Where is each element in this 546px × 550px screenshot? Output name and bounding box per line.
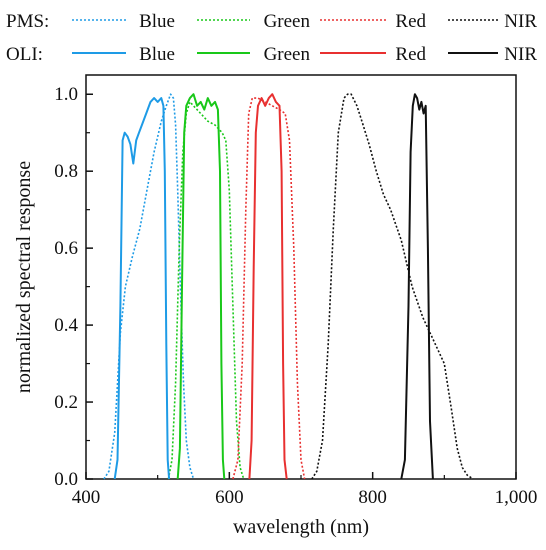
y-tick-label: 0.0	[54, 469, 78, 490]
legend-band-label: NIR	[504, 44, 537, 65]
x-tick-label: 400	[72, 487, 101, 508]
legend-group-label: OLI:	[6, 44, 43, 65]
legend: PMS: Blue Green Red NIR OLI: Blue Green Red NIR	[6, 11, 537, 65]
y-axis-ticks: 0.0 0.2 0.4 0.6 0.8 1.0	[54, 84, 93, 490]
x-tick-label: 1,000	[495, 487, 538, 508]
oli-red-curve	[248, 93, 288, 480]
legend-band-label: Green	[264, 11, 311, 32]
oli-blue-curve	[113, 97, 171, 480]
y-tick-label: 0.4	[54, 315, 78, 336]
y-tick-label: 0.6	[54, 238, 78, 259]
plot-area: 400 600 800 1,000 0.0 0.2 0.4 0.6 0.8 1.0	[54, 74, 538, 508]
y-axis-label: normalized spectral response	[13, 161, 35, 393]
legend-band-label: Green	[264, 44, 311, 65]
oli-nir-curve	[400, 93, 434, 480]
curves	[103, 93, 474, 480]
x-tick-label: 600	[215, 487, 244, 508]
y-tick-label: 0.8	[54, 161, 78, 182]
x-tick-label: 800	[358, 487, 387, 508]
x-axis-ticks: 400 600 800 1,000	[72, 472, 538, 508]
legend-band-label: Blue	[139, 11, 175, 32]
oli-green-curve	[176, 93, 226, 480]
pms-nir-curve	[311, 93, 474, 480]
legend-band-label: NIR	[504, 11, 537, 32]
legend-band-label: Red	[395, 44, 426, 65]
pms-green-curve	[167, 101, 245, 480]
y-tick-label: 1.0	[54, 84, 78, 105]
y-tick-label: 0.2	[54, 392, 78, 413]
x-axis-label: wavelength (nm)	[233, 516, 369, 538]
legend-group-label: PMS:	[6, 11, 49, 32]
legend-band-label: Red	[395, 11, 426, 32]
pms-red-curve	[232, 97, 306, 480]
plot-frame	[85, 74, 517, 480]
legend-band-label: Blue	[139, 44, 175, 65]
